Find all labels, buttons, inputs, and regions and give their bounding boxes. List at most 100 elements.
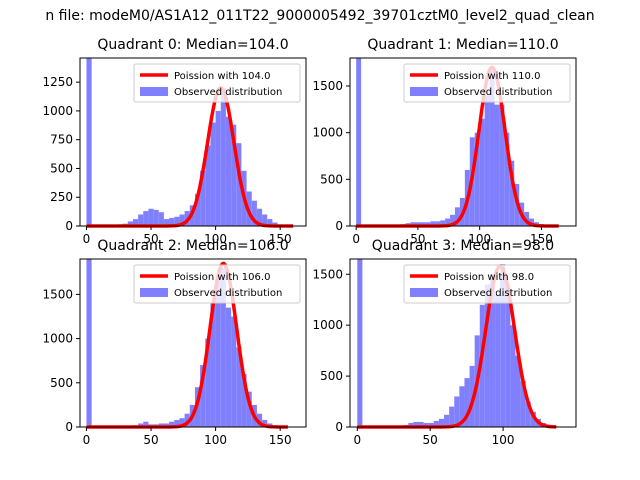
y-tick-label: 0 <box>65 219 73 233</box>
x-tick-label: 100 <box>204 433 227 447</box>
histogram-bar <box>174 419 180 427</box>
histogram-bar <box>267 219 273 226</box>
y-tick-label: 1500 <box>312 267 343 281</box>
histogram-bar <box>143 421 149 427</box>
x-tick-label: 150 <box>269 433 292 447</box>
legend-box <box>403 264 571 304</box>
histogram-bar <box>494 104 500 226</box>
x-tick-label: 50 <box>143 232 158 246</box>
histogram-bar <box>241 373 247 427</box>
histogram-bar <box>225 116 232 226</box>
legend-label-observed: Observed distribution <box>444 87 552 98</box>
y-tick-label: 500 <box>50 161 73 175</box>
histogram-bar <box>499 104 505 226</box>
histogram-bar <box>530 411 536 427</box>
histogram-bar <box>215 276 221 427</box>
legend-box <box>133 63 301 103</box>
histogram-bar <box>153 209 159 226</box>
y-tick-label: 0 <box>65 420 73 434</box>
histogram-bar <box>515 355 521 427</box>
axes-frame <box>79 57 307 227</box>
histogram-bar <box>215 110 221 226</box>
legend-label-poisson: Poission with 106.0 <box>174 272 270 283</box>
x-tick-label: 0 <box>83 433 91 447</box>
histogram-bar <box>418 421 424 427</box>
histogram-bar <box>220 267 226 427</box>
histogram-bar <box>489 67 495 226</box>
histogram-bar <box>210 303 216 427</box>
histogram-bar <box>495 294 501 427</box>
histogram-bar <box>86 58 92 226</box>
histogram-bar <box>143 211 149 226</box>
histogram-bar <box>231 316 237 427</box>
x-tick-label: 50 <box>410 232 425 246</box>
x-tick-label: 100 <box>492 433 515 447</box>
legend-bar-swatch <box>410 288 438 297</box>
histogram-bar <box>158 423 164 427</box>
x-tick-label: 50 <box>423 433 438 447</box>
histogram-bar <box>200 365 206 427</box>
y-tick-label: 1500 <box>312 79 343 93</box>
histogram-bar <box>205 338 211 427</box>
poisson-fit-line <box>85 86 295 228</box>
histogram-bar <box>236 143 242 226</box>
legend-box <box>403 63 571 103</box>
histogram-bar <box>357 259 363 427</box>
quadrant-title: Quadrant 1: Median=110.0 <box>367 37 558 53</box>
histogram-bar <box>433 420 439 427</box>
histogram-bar <box>520 381 526 427</box>
histogram-bar <box>423 422 429 427</box>
y-tick-label: 0 <box>335 219 343 233</box>
y-tick-label: 1000 <box>42 104 73 118</box>
histogram-bar <box>505 284 511 427</box>
histogram-bar <box>454 396 460 427</box>
histogram-bar <box>444 414 450 427</box>
y-tick-label: 1500 <box>42 287 73 301</box>
histogram-bar <box>163 423 170 427</box>
histogram-bar <box>489 274 496 427</box>
histogram-bar <box>500 264 506 427</box>
histogram-bar <box>256 413 263 427</box>
histogram-bar <box>430 221 436 226</box>
histogram-bar <box>262 214 268 226</box>
axes-frame <box>349 57 577 227</box>
histogram-bar <box>484 95 490 226</box>
histogram-bar <box>138 423 144 427</box>
histogram-bar <box>449 406 455 427</box>
quadrant-0-plot: 0 50 100 150 0 250 500 750 1000 1250 Quadrant 0: M… <box>42 37 307 246</box>
x-tick-label: 50 <box>143 433 158 447</box>
y-tick-label: 1250 <box>42 75 73 89</box>
x-tick-label: 150 <box>530 232 553 246</box>
histogram-bar <box>474 132 480 226</box>
histogram-bar <box>169 421 175 427</box>
histogram-bar <box>479 304 485 427</box>
histogram-bar <box>510 325 516 427</box>
axes-frame <box>349 258 577 428</box>
axes-frame <box>79 258 307 428</box>
histogram-bar <box>438 418 445 427</box>
quadrant-title: Quadrant 3: Median=98.0 <box>372 238 554 254</box>
histogram-bar <box>525 401 531 427</box>
histogram-bar <box>356 58 362 226</box>
y-tick-label: 1000 <box>312 318 343 332</box>
legend-bar-swatch <box>410 87 438 96</box>
histogram-bar <box>504 132 510 226</box>
x-tick-label: 100 <box>204 232 227 246</box>
y-tick-label: 500 <box>320 369 343 383</box>
histogram-bar <box>86 259 92 427</box>
legend-label-observed: Observed distribution <box>174 87 282 98</box>
legend-box <box>133 264 301 304</box>
histogram-bar <box>184 413 190 427</box>
legend-label-poisson: Poission with 110.0 <box>444 71 540 82</box>
histogram-bar <box>148 208 154 226</box>
legend-bar-swatch <box>140 288 168 297</box>
histogram-bar <box>450 214 455 226</box>
histogram-bar <box>464 378 470 427</box>
quadrant-title: Quadrant 2: Median=106.0 <box>97 238 288 254</box>
histogram-bar <box>410 222 416 226</box>
histogram-bar <box>246 391 252 427</box>
histogram-bar <box>479 118 485 226</box>
y-tick-label: 1000 <box>312 126 343 140</box>
